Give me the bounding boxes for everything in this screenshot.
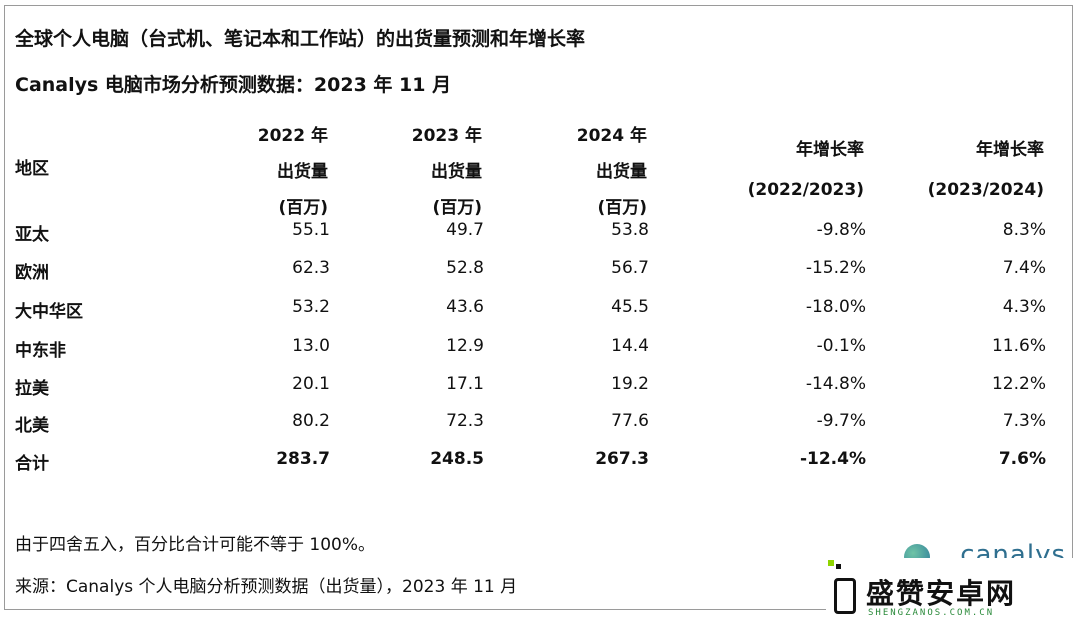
value-2022: 80.2 xyxy=(292,411,330,431)
value-2023: 43.6 xyxy=(446,297,484,317)
total-label: 合计 xyxy=(15,454,49,474)
value-2024: 19.2 xyxy=(611,374,649,394)
header-growth-2023-2024: 年增长率 (2023/2024) xyxy=(927,140,1044,200)
value-2023: 12.9 xyxy=(446,336,484,356)
value-2023: 17.1 xyxy=(446,374,484,394)
total-growth-2022-2023: -12.4% xyxy=(799,449,866,469)
table-row: 拉美 20.1 17.1 19.2 -14.8% 12.2% xyxy=(5,374,1074,412)
value-2024: 45.5 xyxy=(611,297,649,317)
growth-2022-2023: -9.8% xyxy=(816,220,866,240)
region-cell: 大中华区 xyxy=(15,302,83,322)
value-2022: 62.3 xyxy=(292,258,330,278)
region-cell: 欧洲 xyxy=(15,263,49,283)
value-2022: 20.1 xyxy=(292,374,330,394)
report-subtitle: Canalys 电脑市场分析预测数据：2023 年 11 月 xyxy=(15,74,452,96)
table-total-row: 合计 283.7 248.5 267.3 -12.4% 7.6% xyxy=(5,449,1074,487)
growth-2022-2023: -0.1% xyxy=(816,336,866,356)
value-2022: 55.1 xyxy=(292,220,330,240)
region-cell: 中东非 xyxy=(15,341,66,361)
growth-2022-2023: -9.7% xyxy=(816,411,866,431)
total-growth-2023-2024: 7.6% xyxy=(998,449,1046,469)
source-note: 来源：Canalys 个人电脑分析预测数据（出货量），2023 年 11 月 xyxy=(15,577,518,597)
header-growth-2022-2023: 年增长率 (2022/2023) xyxy=(747,140,864,200)
growth-2023-2024: 4.3% xyxy=(1002,297,1046,317)
table-row: 北美 80.2 72.3 77.6 -9.7% 7.3% xyxy=(5,411,1074,449)
growth-2023-2024: 8.3% xyxy=(1002,220,1046,240)
report-panel: 全球个人电脑（台式机、笔记本和工作站）的出货量预测和年增长率 Canalys 电… xyxy=(4,5,1073,610)
table-row: 大中华区 53.2 43.6 45.5 -18.0% 4.3% xyxy=(5,297,1074,335)
value-2022: 13.0 xyxy=(292,336,330,356)
value-2023: 72.3 xyxy=(446,411,484,431)
growth-2023-2024: 11.6% xyxy=(991,336,1046,356)
region-cell: 亚太 xyxy=(15,225,49,245)
total-2022: 283.7 xyxy=(276,449,330,469)
table-row: 欧洲 62.3 52.8 56.7 -15.2% 7.4% xyxy=(5,258,1074,296)
watermark-url: SHENGZANOS.COM.CN xyxy=(868,608,995,618)
value-2023: 52.8 xyxy=(446,258,484,278)
value-2022: 53.2 xyxy=(292,297,330,317)
table-row: 中东非 13.0 12.9 14.4 -0.1% 11.6% xyxy=(5,336,1074,374)
value-2024: 77.6 xyxy=(611,411,649,431)
green-square-icon xyxy=(828,560,834,566)
region-cell: 拉美 xyxy=(15,379,49,399)
growth-2023-2024: 7.4% xyxy=(1002,258,1046,278)
watermark: 盛赞安卓网 SHENGZANOS.COM.CN xyxy=(826,558,1076,618)
region-cell: 北美 xyxy=(15,416,49,436)
logo-area: canalys 盛赞安卓网 SHENGZANOS.COM.CN xyxy=(826,540,1076,618)
header-2024: 2024 年 出货量 (百万) xyxy=(576,126,647,218)
table-row: 亚太 55.1 49.7 53.8 -9.8% 8.3% xyxy=(5,220,1074,258)
growth-2022-2023: -14.8% xyxy=(805,374,866,394)
growth-2023-2024: 12.2% xyxy=(991,374,1046,394)
report-title: 全球个人电脑（台式机、笔记本和工作站）的出货量预测和年增长率 xyxy=(15,28,586,50)
header-2022: 2022 年 出货量 (百万) xyxy=(257,126,328,218)
value-2024: 53.8 xyxy=(611,220,649,240)
value-2024: 14.4 xyxy=(611,336,649,356)
value-2024: 56.7 xyxy=(611,258,649,278)
total-2024: 267.3 xyxy=(595,449,649,469)
growth-2022-2023: -18.0% xyxy=(805,297,866,317)
rounding-note: 由于四舍五入，百分比合计可能不等于 100%。 xyxy=(15,535,376,555)
header-2023: 2023 年 出货量 (百万) xyxy=(411,126,482,218)
phone-icon xyxy=(834,578,856,614)
header-region: 地区 xyxy=(15,159,49,179)
watermark-name: 盛赞安卓网 xyxy=(866,577,1017,610)
growth-2022-2023: -15.2% xyxy=(805,258,866,278)
growth-2023-2024: 7.3% xyxy=(1002,411,1046,431)
black-square-icon xyxy=(836,564,841,569)
value-2023: 49.7 xyxy=(446,220,484,240)
total-2023: 248.5 xyxy=(430,449,484,469)
